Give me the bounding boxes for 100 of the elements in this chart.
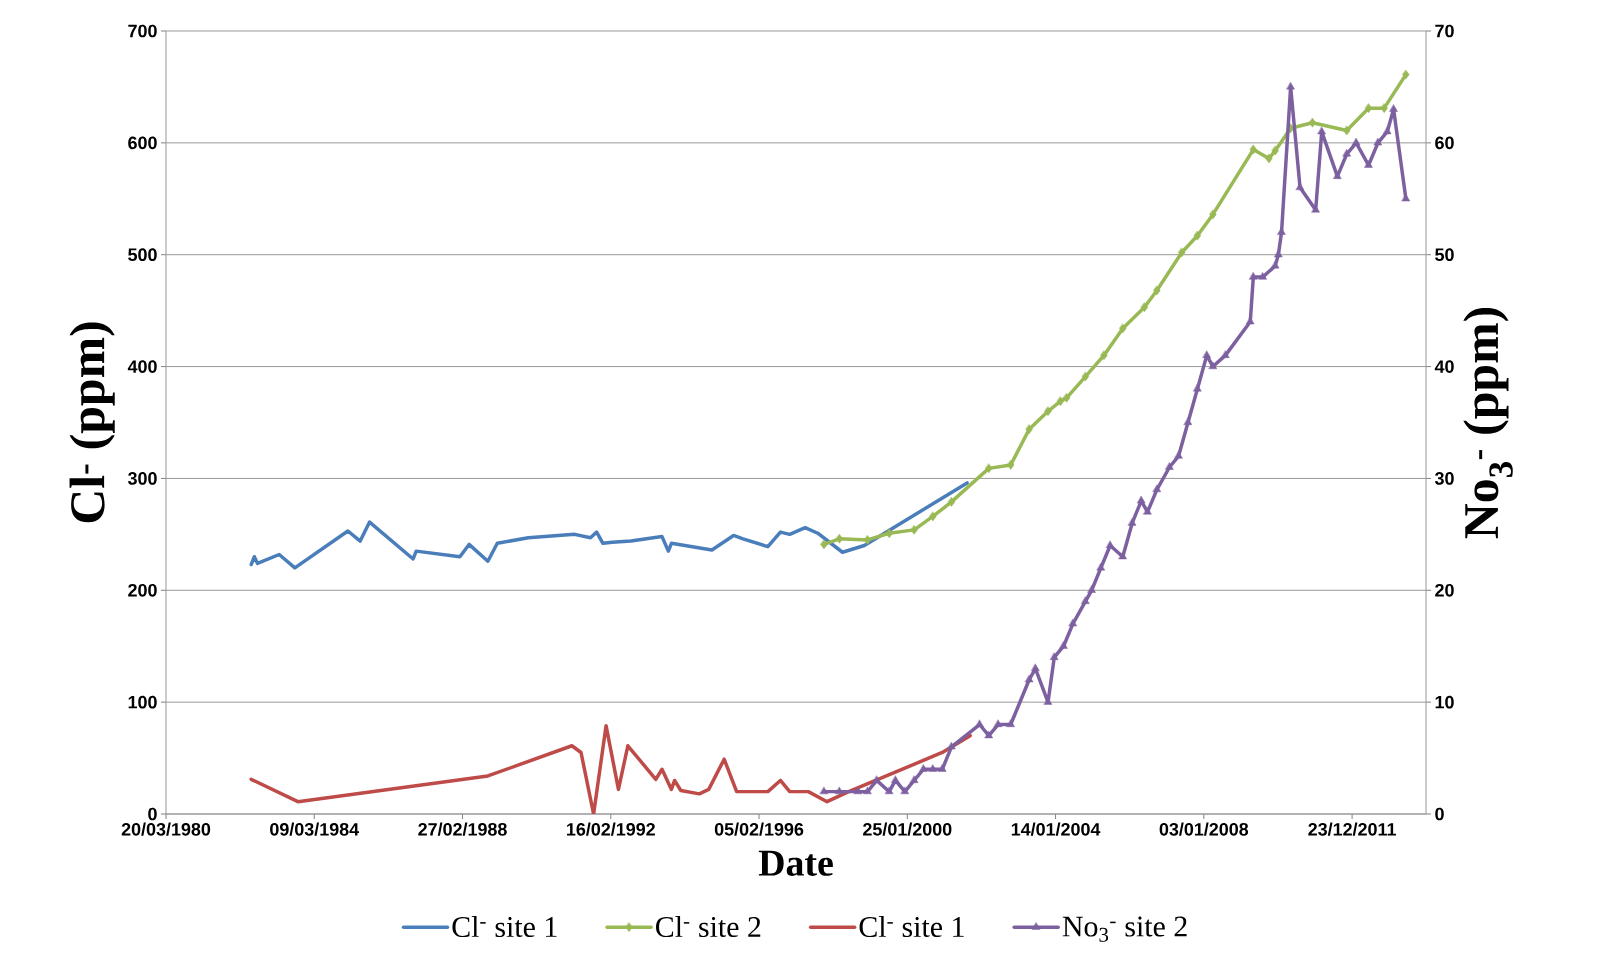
point — [1056, 396, 1064, 406]
point — [1193, 230, 1201, 241]
point — [1271, 145, 1279, 156]
x-axis-title: Date — [758, 850, 833, 876]
x-tick-label: 16/02/1992 — [567, 822, 655, 836]
point — [1274, 249, 1283, 258]
point — [1174, 451, 1183, 459]
point — [1128, 518, 1137, 526]
point — [910, 775, 919, 783]
y2-tick-label: 50 — [1435, 248, 1454, 262]
point — [1068, 619, 1077, 627]
point — [1143, 507, 1152, 515]
y-tick-label: 600 — [128, 136, 157, 150]
x-tick-label: 25/01/2000 — [863, 822, 952, 836]
legend-label: No$_{3}$$^{-}$ site 2 — [1062, 916, 1187, 942]
point — [1062, 393, 1071, 403]
legend-label: Cl$^{-}$ site 1 — [452, 916, 557, 938]
point — [928, 764, 938, 772]
y-tick-label: 500 — [128, 248, 157, 262]
point — [1286, 82, 1295, 90]
point — [1249, 272, 1258, 280]
y2-tick-label: 30 — [1434, 472, 1454, 485]
x-tick-label: 05/02/1996 — [714, 822, 804, 836]
point — [900, 786, 909, 795]
y-axis-title: Cl$^{-}$ (ppm) — [69, 322, 115, 523]
point — [1258, 272, 1267, 280]
point — [1317, 126, 1326, 135]
point — [1119, 323, 1127, 334]
point — [993, 719, 1003, 727]
point — [1178, 247, 1186, 258]
point — [820, 539, 828, 550]
point — [1081, 596, 1090, 604]
point — [1389, 104, 1398, 112]
point — [984, 730, 993, 739]
point — [985, 463, 993, 474]
x-tick-label: 14/01/2004 — [1011, 822, 1101, 836]
y2-tick-label: 40 — [1434, 360, 1454, 373]
point — [1007, 460, 1015, 470]
point — [1352, 138, 1361, 146]
point — [885, 528, 893, 538]
point — [1373, 138, 1383, 146]
y2-tick-label: 10 — [1435, 695, 1454, 709]
point — [975, 719, 984, 727]
x-tick-label: 20/03/1980 — [121, 822, 211, 836]
x-tick-label: 03/01/2008 — [1159, 822, 1249, 836]
point — [1202, 350, 1211, 358]
point — [1100, 350, 1108, 361]
legend-label: Cl$^{-}$ site 1 — [859, 916, 964, 938]
point — [1096, 563, 1105, 571]
point — [1402, 69, 1410, 80]
point — [885, 786, 894, 795]
point — [1343, 125, 1351, 136]
point — [1364, 160, 1373, 168]
y-tick-label: 100 — [128, 695, 157, 709]
point — [863, 786, 872, 795]
point — [863, 535, 872, 545]
legend-label: Cl$^{-}$ site 2 — [656, 916, 761, 938]
point — [1193, 384, 1202, 392]
point — [910, 525, 918, 535]
point — [919, 764, 928, 772]
point — [1031, 663, 1040, 672]
point — [1106, 540, 1115, 549]
point — [1308, 117, 1317, 128]
x-tick-label: 09/03/1984 — [270, 822, 360, 836]
point — [1044, 406, 1052, 417]
line-series — [249, 481, 969, 570]
point — [1209, 209, 1217, 220]
point — [1342, 149, 1351, 157]
line-series — [249, 723, 972, 814]
point — [835, 786, 844, 795]
point — [1271, 261, 1280, 269]
point — [1025, 675, 1034, 683]
point — [1087, 585, 1096, 593]
y2-tick-label: 60 — [1435, 136, 1454, 150]
point — [1137, 496, 1146, 504]
point — [1140, 302, 1149, 313]
x-tick-label: 23/12/2011 — [1308, 822, 1396, 836]
point — [1081, 371, 1090, 382]
y-tick-label: 700 — [128, 24, 157, 38]
point — [872, 775, 881, 783]
y-tick-label: 0 — [148, 807, 157, 821]
point — [1364, 103, 1373, 113]
point — [1152, 484, 1162, 493]
point — [1265, 153, 1273, 164]
point — [1118, 551, 1127, 560]
point — [1221, 350, 1230, 358]
point — [819, 786, 829, 795]
y2-tick-label: 70 — [1435, 24, 1454, 38]
point — [1153, 285, 1161, 296]
point — [1249, 144, 1257, 155]
point — [1380, 103, 1388, 113]
point — [947, 742, 956, 750]
point — [1246, 317, 1255, 325]
y-tick-label: 400 — [127, 360, 157, 373]
y2-tick-label: 0 — [1435, 807, 1444, 821]
point — [1006, 719, 1015, 727]
point — [1183, 417, 1193, 425]
point — [1383, 126, 1392, 135]
point — [891, 775, 900, 783]
y2-axis-title: No$_{3}$$^{-}$ (ppm) — [1463, 307, 1513, 539]
